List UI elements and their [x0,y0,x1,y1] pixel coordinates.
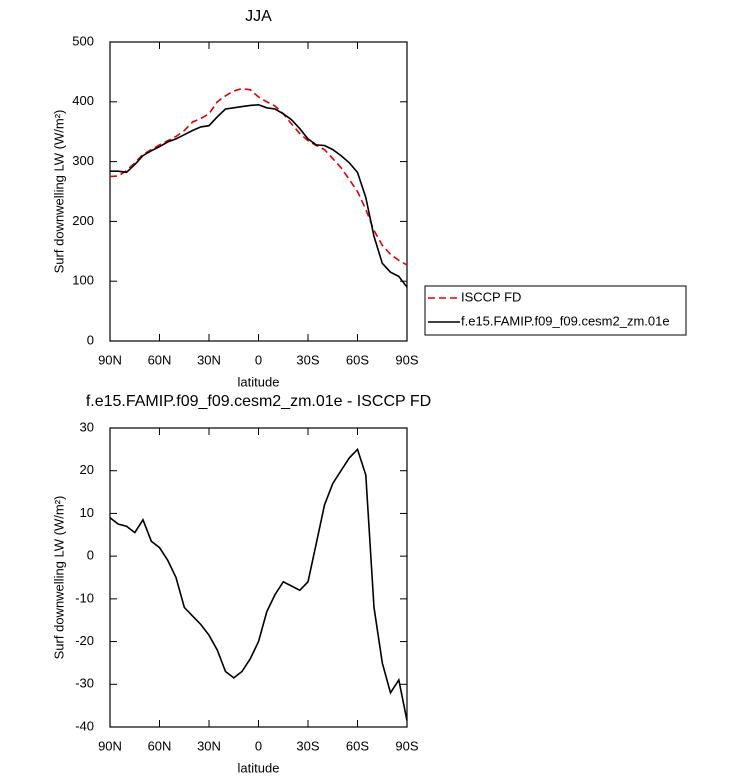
x-tick-label: 0 [255,738,262,753]
y-tick-label: 30 [80,419,94,434]
y-tick-label: 200 [72,213,94,228]
y-tick-label: 0 [87,332,94,347]
x-tick-label: 60S [346,352,369,367]
x-tick-label: 0 [255,352,262,367]
y-axis-label: Surf downwelling LW (W/m²) [51,496,66,660]
y-tick-label: 400 [72,93,94,108]
x-tick-label: 30N [197,352,221,367]
y-tick-label: -30 [75,676,94,691]
x-tick-label: 60S [346,738,369,753]
x-tick-label: 90S [395,352,418,367]
x-axis-label: latitude [238,760,280,775]
x-tick-label: 30N [197,738,221,753]
y-tick-label: -20 [75,633,94,648]
y-tick-label: 20 [80,462,94,477]
x-tick-label: 90N [98,352,122,367]
x-tick-label: 30S [296,738,319,753]
plot-frame [109,427,408,728]
x-tick-label: 60N [148,352,172,367]
y-tick-label: 500 [72,33,94,48]
legend-label: f.e15.FAMIP.f09_f09.cesm2_zm.01e [461,313,670,328]
chart-title: f.e15.FAMIP.f09_f09.cesm2_zm.01e - ISCCP… [86,393,431,410]
y-tick-label: 300 [72,153,94,168]
y-axis-label: Surf downwelling LW (W/m²) [51,110,66,274]
data-line [110,103,408,288]
legend-box [424,285,687,336]
y-tick-label: 100 [72,273,94,288]
data-line [109,87,408,266]
x-tick-label: 90S [395,738,418,753]
legend-label: ISCCP FD [461,289,521,304]
y-tick-label: -40 [75,718,94,733]
chart-title: JJA [245,8,272,25]
y-tick-label: -10 [75,590,94,605]
y-tick-label: 0 [87,548,94,563]
plot-frame [109,41,408,342]
x-tick-label: 60N [148,738,172,753]
y-tick-label: 10 [80,505,94,520]
x-tick-label: 30S [296,352,319,367]
x-axis-label: latitude [238,374,280,389]
x-tick-label: 90N [98,738,122,753]
data-line [109,447,408,721]
